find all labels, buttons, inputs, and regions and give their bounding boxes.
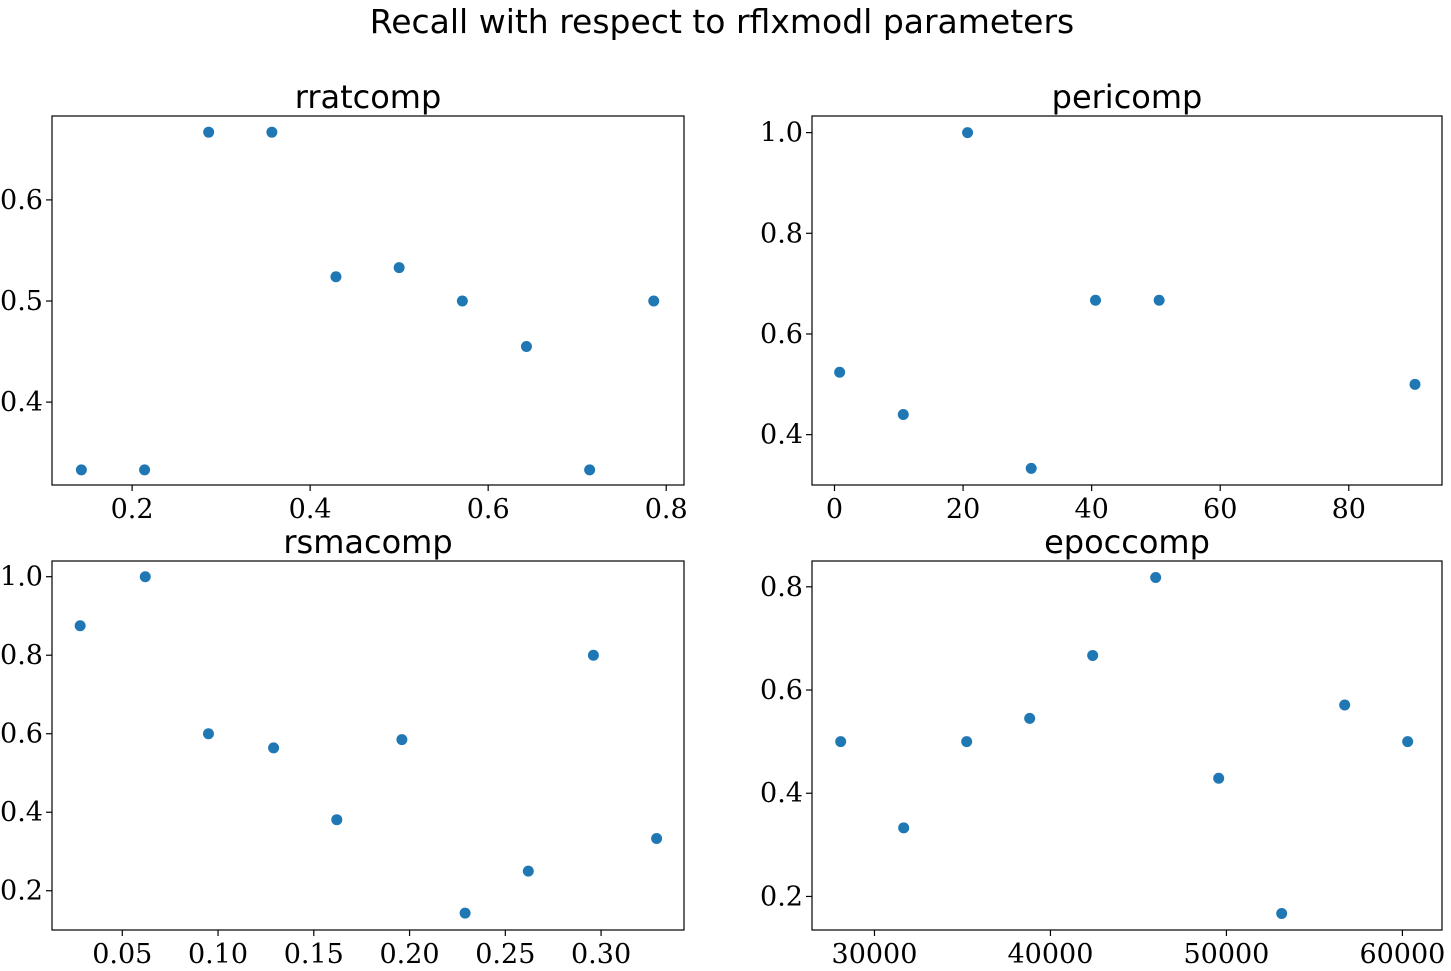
scatter-point bbox=[393, 262, 405, 274]
scatter-point bbox=[898, 822, 910, 834]
scatter-point bbox=[75, 464, 87, 476]
y-tick-label: 0.4 bbox=[760, 778, 803, 809]
scatter-point bbox=[74, 620, 86, 632]
x-tick-label: 60 bbox=[1203, 494, 1237, 525]
x-tick-label: 0.30 bbox=[571, 939, 631, 970]
x-tick-label: 0.6 bbox=[467, 494, 510, 525]
x-tick-label: 0.2 bbox=[111, 494, 154, 525]
subplot-epoccomp: epoccomp 30000 40000 50000 60000 0.2 0.4 0.6 0.8 bbox=[760, 523, 1445, 970]
scatter-point bbox=[835, 736, 847, 748]
scatter-point bbox=[1087, 649, 1099, 661]
x-tick-label: 0.8 bbox=[645, 494, 688, 525]
scatter-point bbox=[1153, 294, 1165, 306]
x-tick-label: 0.10 bbox=[188, 939, 248, 970]
x-tick-label: 0.25 bbox=[475, 939, 535, 970]
scatter-point bbox=[139, 571, 151, 583]
scatter-point bbox=[1090, 294, 1101, 306]
scatter-point bbox=[139, 464, 151, 476]
scatter-point bbox=[648, 295, 660, 307]
scatter-point bbox=[203, 126, 215, 138]
plot-frame bbox=[811, 115, 1443, 486]
y-tick-label: 0.4 bbox=[760, 420, 803, 451]
scatter-point bbox=[459, 907, 471, 919]
scatter-point bbox=[1339, 699, 1351, 711]
y-tick-label: 0.2 bbox=[760, 881, 803, 912]
scatter-point bbox=[202, 728, 214, 740]
y-tick-label: 0.6 bbox=[0, 185, 43, 216]
y-tick-label: 1.0 bbox=[0, 562, 43, 593]
x-tick-label: 60000 bbox=[1359, 939, 1445, 970]
x-tick-label: 0.15 bbox=[284, 939, 344, 970]
subplot-title: epoccomp bbox=[1044, 523, 1210, 561]
scatter-point bbox=[396, 734, 408, 746]
scatter-point bbox=[1150, 572, 1162, 584]
subplot-grid: rratcomp 0.2 0.4 0.6 0.8 0.4 0.5 0.6 pericomp 0 20… bbox=[0, 78, 1445, 970]
scatter-point bbox=[1402, 736, 1414, 748]
scatter-point bbox=[268, 742, 280, 754]
y-tick-label: 0.8 bbox=[760, 218, 803, 249]
x-tick-label: 0.4 bbox=[289, 494, 332, 525]
y-tick-label: 0.4 bbox=[0, 797, 43, 828]
subplot-rsmacomp: rsmacomp 0.05 0.10 0.15 0.20 0.25 0.30 0.2 0.4 0.… bbox=[0, 523, 685, 970]
scatter-point bbox=[1276, 907, 1288, 919]
scatter-point bbox=[1025, 462, 1037, 474]
x-tick-label: 40000 bbox=[1007, 939, 1093, 970]
scatter-point bbox=[651, 833, 663, 845]
subplot-title: rsmacomp bbox=[283, 523, 452, 561]
scatter-point bbox=[587, 649, 599, 661]
scatter-point bbox=[1409, 378, 1421, 390]
scatter-point bbox=[522, 865, 534, 877]
x-tick-label: 0.20 bbox=[379, 939, 439, 970]
x-tick-label: 80 bbox=[1332, 494, 1366, 525]
scatter-point bbox=[897, 409, 909, 421]
scatter-point bbox=[331, 814, 343, 826]
x-tick-label: 0.05 bbox=[92, 939, 152, 970]
x-tick-label: 30000 bbox=[832, 939, 918, 970]
scatter-point bbox=[1024, 712, 1036, 724]
scatter-point bbox=[584, 464, 596, 476]
plot-frame bbox=[811, 560, 1443, 931]
scatter-point bbox=[1213, 772, 1225, 784]
plot-frame bbox=[51, 560, 685, 931]
scatter-point bbox=[961, 736, 973, 748]
y-tick-label: 0.6 bbox=[0, 719, 43, 750]
y-tick-label: 0.8 bbox=[0, 640, 43, 671]
y-tick-label: 0.6 bbox=[760, 319, 803, 350]
x-tick-label: 0 bbox=[826, 494, 843, 525]
x-tick-label: 50000 bbox=[1183, 939, 1269, 970]
y-tick-label: 0.6 bbox=[760, 675, 803, 706]
scatter-point bbox=[520, 340, 532, 352]
y-tick-label: 1.0 bbox=[760, 118, 803, 149]
x-tick-label: 20 bbox=[946, 494, 980, 525]
plot-frame bbox=[51, 115, 685, 486]
scatter-point bbox=[834, 366, 846, 378]
x-tick-label: 40 bbox=[1074, 494, 1108, 525]
scatter-point bbox=[962, 127, 974, 139]
y-tick-label: 0.8 bbox=[760, 572, 803, 603]
scatter-point bbox=[330, 271, 342, 283]
subplot-rratcomp: rratcomp 0.2 0.4 0.6 0.8 0.4 0.5 0.6 bbox=[0, 78, 688, 525]
subplot-title: rratcomp bbox=[295, 78, 442, 116]
figure-title: Recall with respect to rflxmodl paramete… bbox=[370, 2, 1074, 41]
y-tick-label: 0.5 bbox=[0, 286, 43, 317]
scatter-point bbox=[266, 126, 278, 138]
subplot-title: pericomp bbox=[1052, 78, 1203, 116]
subplot-pericomp: pericomp 0 20 40 60 80 0.4 0.6 0.8 1.0 bbox=[760, 78, 1443, 525]
y-tick-label: 0.4 bbox=[0, 387, 43, 418]
y-tick-label: 0.2 bbox=[0, 876, 43, 907]
scatter-point bbox=[456, 295, 468, 307]
